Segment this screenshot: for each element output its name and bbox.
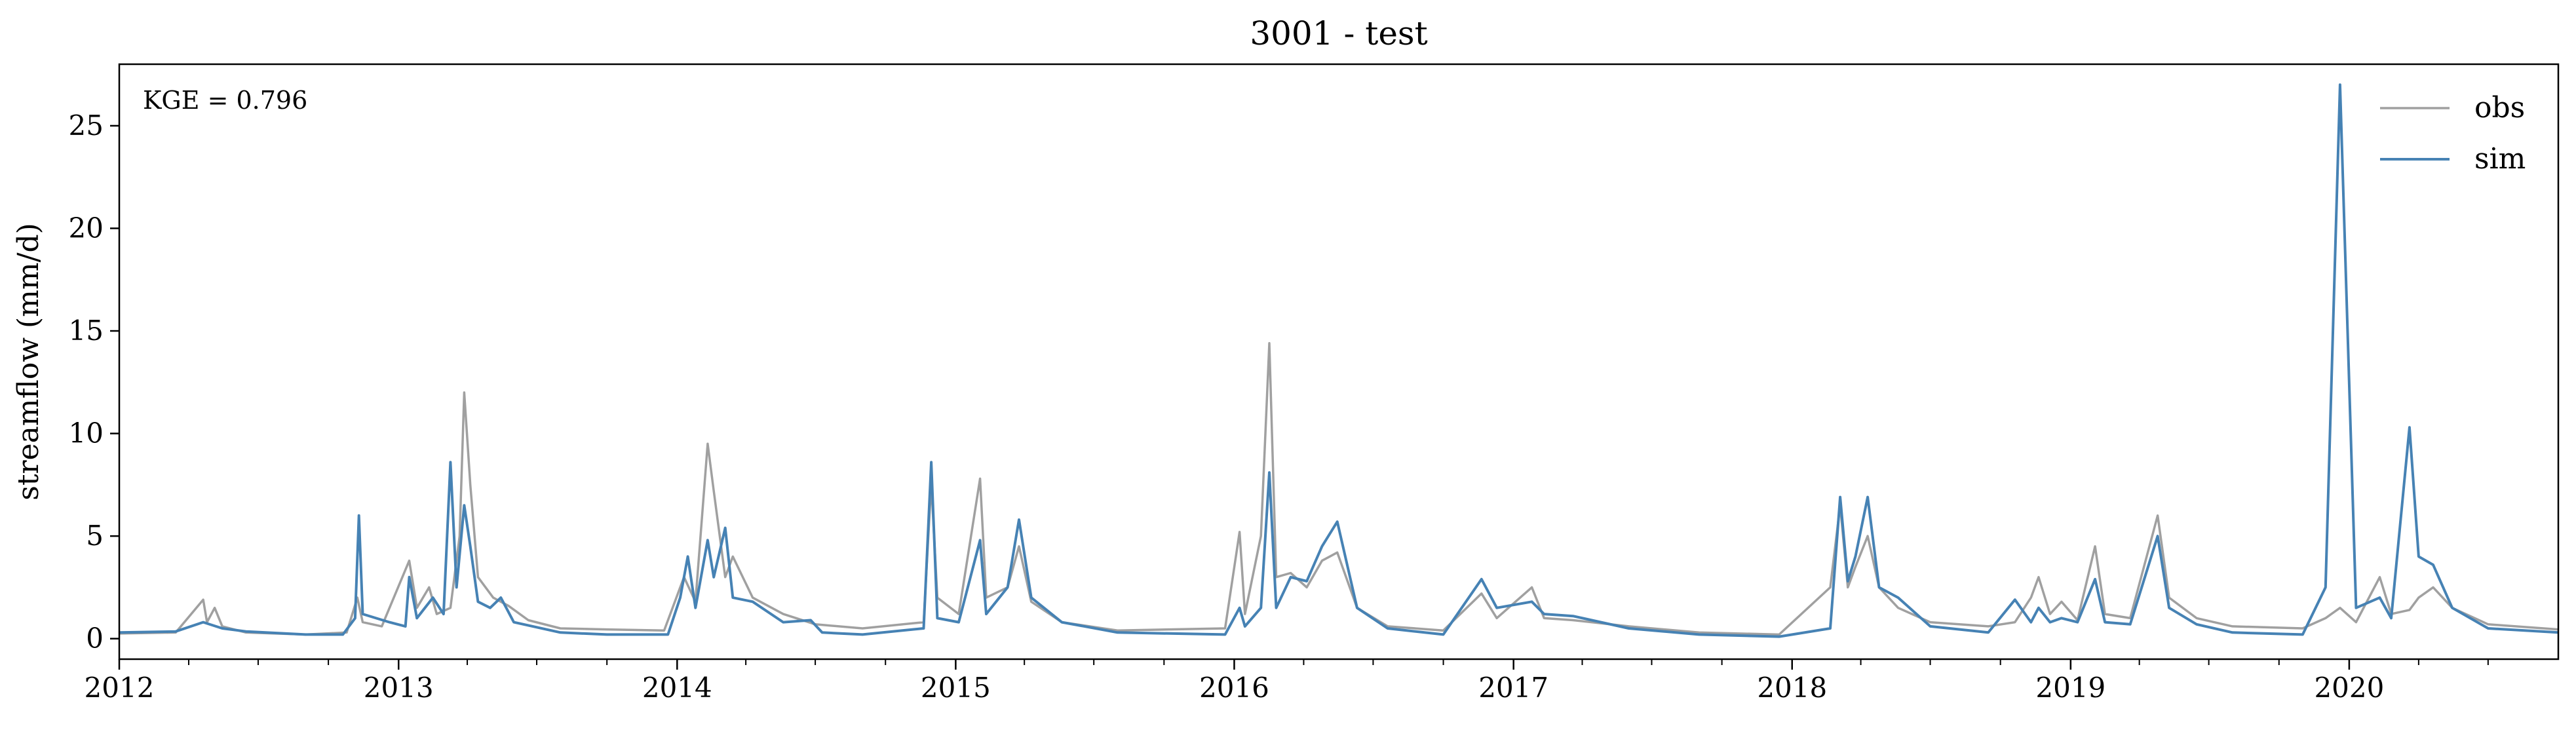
x-tick-label: 2015 [921, 672, 991, 704]
x-tick-label: 2017 [1478, 672, 1548, 704]
x-tick-label: 2016 [1199, 672, 1269, 704]
legend: obs sim [2380, 91, 2526, 176]
y-tick-label: 5 [86, 520, 104, 552]
legend-label-sim: sim [2474, 142, 2526, 176]
series-line-sim [119, 83, 2559, 638]
y-tick-label: 20 [69, 212, 104, 244]
series-layer [119, 83, 2559, 638]
plot-frame [118, 63, 2560, 660]
chart-title: 3001 - test [1250, 14, 1427, 52]
x-tick-label: 2014 [642, 672, 712, 704]
x-tick-label: 2018 [1757, 672, 1827, 704]
x-tick-label: 2020 [2314, 672, 2384, 704]
y-tick-label: 15 [69, 315, 104, 347]
axis-layer: 0 5 10 15 20 25 2012 2013 2014 2015 2016 2017 2018 20… [69, 109, 2489, 704]
kge-annotation: KGE = 0.796 [143, 86, 307, 115]
x-tick-label: 2019 [2035, 672, 2105, 704]
series-line-obs [119, 342, 2559, 636]
y-tick-label: 0 [86, 622, 104, 655]
y-tick-label: 25 [69, 109, 104, 142]
y-tick-label: 10 [69, 417, 104, 449]
x-tick-label: 2012 [85, 672, 155, 704]
legend-label-obs: obs [2474, 91, 2525, 124]
x-tick-label: 2013 [364, 672, 434, 704]
y-axis-label: streamflow (mm/d) [12, 223, 45, 501]
